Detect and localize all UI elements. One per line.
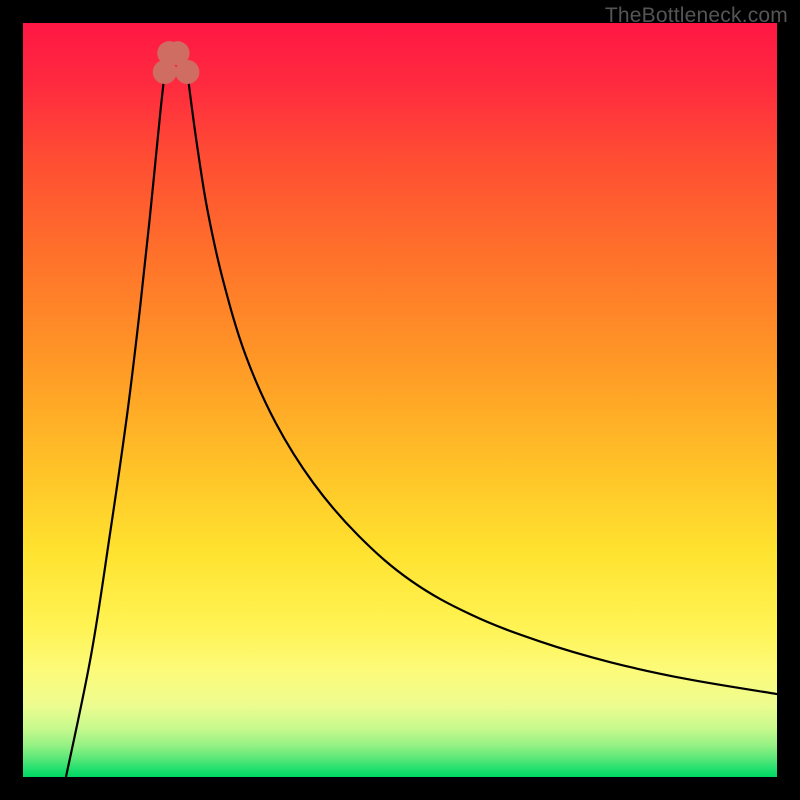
chart-svg (23, 23, 777, 777)
gradient-background (23, 23, 777, 777)
plot-area (23, 23, 777, 777)
chart-frame: TheBottleneck.com (0, 0, 800, 800)
valley-marker (175, 60, 199, 84)
